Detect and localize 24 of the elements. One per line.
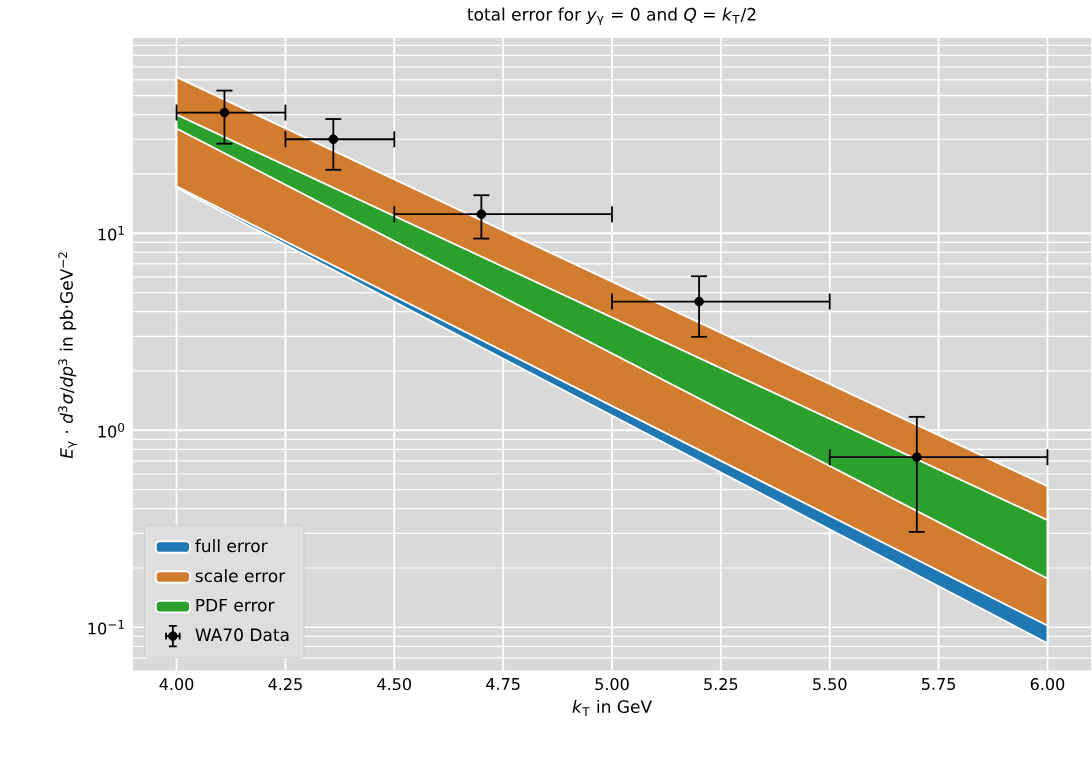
- point: [328, 134, 339, 145]
- text: E$_{γ}$ · d$^{3}$σ/dp$^{3}$ in pb·GeV$^{−2}$: [58, 252, 78, 459]
- x-tick-label: 5.50: [813, 678, 847, 691]
- legend-label: WA70 Data: [195, 628, 289, 642]
- x-tick-label: 4.50: [377, 678, 412, 691]
- chart-title: total error for y$_{γ}$ = 0 and Q = k$_{T}$/2: [467, 7, 756, 25]
- x-tick-label: 4.25: [268, 678, 302, 691]
- legend-label: PDF error: [196, 598, 275, 612]
- y-tick-label: 10$^{0}$: [98, 422, 125, 438]
- x-tick-label: 4.75: [486, 678, 520, 690]
- x-tick-label: 5.25: [704, 678, 738, 691]
- legend-label: full error: [195, 539, 268, 553]
- y-tick-label: 10$^{1}$: [98, 225, 124, 241]
- point: [476, 209, 487, 219]
- x-tick-label: 4.00: [159, 678, 194, 691]
- x-axis-title: k$_{T}$ in GeV: [572, 699, 652, 716]
- point: [219, 107, 230, 118]
- point: [912, 452, 922, 463]
- x-tick-label: 6.00: [1030, 678, 1065, 691]
- legend-label: scale error: [195, 569, 286, 583]
- x-tick-label: 5.75: [922, 678, 955, 690]
- x-tick-label: 5.00: [595, 678, 629, 691]
- point: [694, 296, 704, 307]
- y-tick-label: 10$^{−1}$: [88, 619, 124, 635]
